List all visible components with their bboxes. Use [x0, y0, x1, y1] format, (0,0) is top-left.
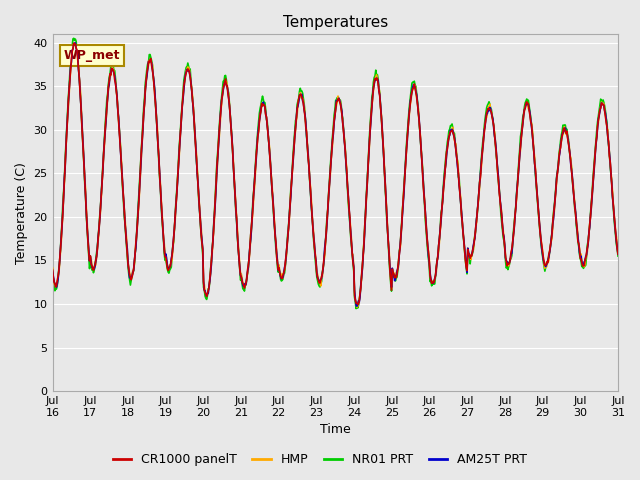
AM25T PRT: [422, 221, 430, 227]
CR1000 panelT: [205, 284, 213, 290]
NR01 PRT: [175, 144, 183, 150]
NR01 PRT: [406, 101, 413, 107]
AM25T PRT: [175, 150, 183, 156]
HMP: [71, 41, 79, 47]
AM25T PRT: [406, 106, 413, 112]
HMP: [614, 249, 622, 254]
HMP: [175, 154, 183, 160]
Line: HMP: HMP: [52, 44, 618, 307]
CR1000 panelT: [59, 210, 67, 216]
NR01 PRT: [118, 170, 125, 176]
CR1000 panelT: [354, 301, 362, 307]
Y-axis label: Temperature (C): Temperature (C): [15, 162, 28, 264]
CR1000 panelT: [614, 252, 622, 257]
NR01 PRT: [422, 227, 430, 233]
NR01 PRT: [59, 202, 67, 207]
CR1000 panelT: [422, 224, 430, 229]
AM25T PRT: [72, 40, 79, 46]
NR01 PRT: [352, 306, 360, 312]
X-axis label: Time: Time: [320, 423, 351, 436]
CR1000 panelT: [118, 168, 125, 174]
HMP: [205, 284, 213, 289]
CR1000 panelT: [406, 107, 413, 112]
HMP: [59, 215, 67, 220]
Text: WP_met: WP_met: [64, 49, 120, 62]
AM25T PRT: [59, 209, 67, 215]
CR1000 panelT: [70, 40, 77, 46]
Title: Temperatures: Temperatures: [283, 15, 388, 30]
NR01 PRT: [49, 270, 56, 276]
HMP: [422, 220, 430, 226]
CR1000 panelT: [49, 267, 56, 273]
NR01 PRT: [205, 286, 213, 292]
HMP: [118, 163, 125, 168]
AM25T PRT: [353, 303, 361, 309]
HMP: [49, 265, 56, 271]
NR01 PRT: [614, 253, 622, 259]
AM25T PRT: [205, 283, 213, 288]
AM25T PRT: [614, 251, 622, 257]
AM25T PRT: [49, 268, 56, 274]
NR01 PRT: [70, 36, 77, 41]
HMP: [353, 304, 361, 310]
Legend: CR1000 panelT, HMP, NR01 PRT, AM25T PRT: CR1000 panelT, HMP, NR01 PRT, AM25T PRT: [108, 448, 532, 471]
CR1000 panelT: [175, 149, 183, 155]
Line: AM25T PRT: AM25T PRT: [52, 43, 618, 306]
AM25T PRT: [118, 167, 125, 173]
HMP: [406, 109, 413, 115]
Line: CR1000 panelT: CR1000 panelT: [52, 43, 618, 304]
Line: NR01 PRT: NR01 PRT: [52, 38, 618, 309]
